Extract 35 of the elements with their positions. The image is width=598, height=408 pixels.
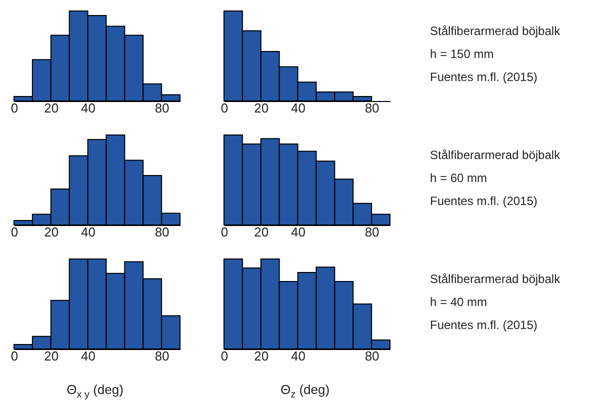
text: Stålfiberarmerad böjbalk bbox=[430, 271, 562, 288]
source-note: Fuentes m.fl. (2015) bbox=[430, 69, 538, 86]
x-tick-label: 40 bbox=[81, 100, 96, 116]
x-tick-label: 40 bbox=[81, 348, 96, 364]
x-tick-label: 20 bbox=[254, 348, 269, 364]
x-tick-label: 40 bbox=[291, 100, 306, 116]
x-axis-title: Θ$_{z}$ (deg) bbox=[279, 381, 331, 403]
x-tick-label: 20 bbox=[44, 348, 59, 364]
text: h = 150 mm bbox=[430, 46, 495, 63]
x-tick-label: 20 bbox=[254, 100, 269, 116]
x-tick-label: 40 bbox=[291, 224, 306, 240]
x-tick-label: 80 bbox=[364, 224, 380, 240]
x-tick-label: 20 bbox=[44, 100, 59, 116]
x-tick-label: 80 bbox=[154, 348, 170, 364]
text: h = 40 mm bbox=[430, 294, 488, 311]
x-tick-label: 80 bbox=[154, 224, 170, 240]
x-tick-label: 20 bbox=[44, 224, 59, 240]
x-tick-label: 80 bbox=[154, 100, 170, 116]
x-tick-label: 0 bbox=[220, 348, 228, 364]
x-tick-label: 80 bbox=[364, 348, 380, 364]
x-tick-label: 0 bbox=[10, 224, 18, 240]
x-tick-label: 80 bbox=[364, 100, 380, 116]
text: h = 60 mm bbox=[430, 170, 488, 187]
x-tick-label: 40 bbox=[291, 348, 306, 364]
x-tick-label: 20 bbox=[254, 224, 269, 240]
x-tick-label: 40 bbox=[81, 224, 96, 240]
source-note: Fuentes m.fl. (2015) bbox=[430, 193, 538, 210]
x-tick-label: 0 bbox=[10, 100, 18, 116]
x-tick-label: 0 bbox=[220, 100, 228, 116]
x-axis-title: Θ$_{x y}$ (deg) bbox=[66, 381, 124, 403]
text: Stålfiberarmerad böjbalk bbox=[430, 147, 562, 164]
x-tick-label: 0 bbox=[220, 224, 228, 240]
source-note: Fuentes m.fl. (2015) bbox=[430, 317, 538, 334]
text: Stålfiberarmerad böjbalk bbox=[430, 23, 562, 40]
x-tick-label: 0 bbox=[10, 348, 18, 364]
